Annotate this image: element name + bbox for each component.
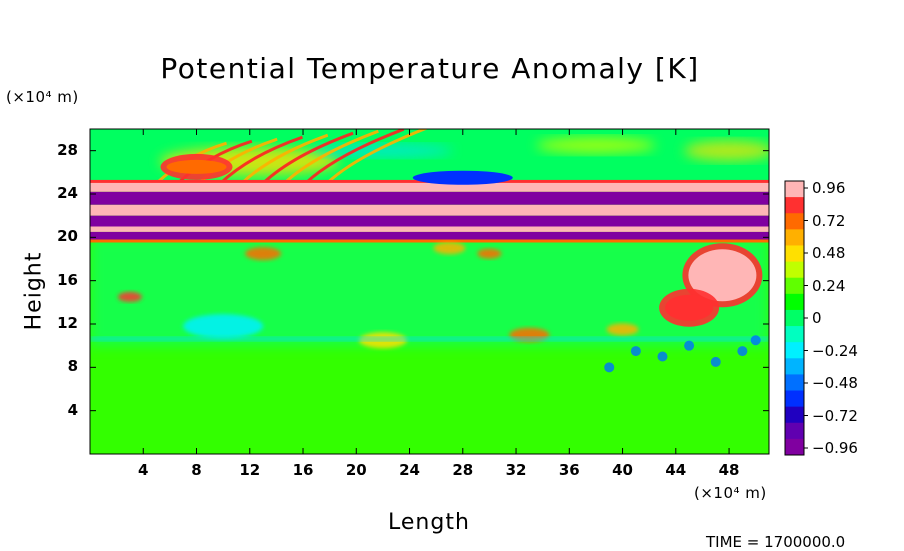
anomaly-band (90, 181, 769, 192)
cold-speckle (604, 362, 615, 373)
wave-streak (240, 133, 329, 185)
colorbar-swatch (785, 326, 804, 343)
colorbar-tick-label: 0.48 (812, 244, 846, 262)
colorbar-swatch (785, 229, 804, 246)
y-tick-label: 28 (57, 140, 78, 159)
anomaly-band (90, 215, 769, 227)
colorbar-tick-label: −0.72 (812, 406, 858, 425)
feature-core (412, 170, 513, 185)
y-tick-label: 16 (57, 270, 78, 289)
x-tick-label: 24 (399, 461, 420, 479)
x-tick-label: 4 (138, 461, 149, 479)
upper-warm-patch (535, 137, 656, 154)
wave-streak (219, 135, 303, 185)
mid-level-feature (433, 242, 466, 255)
colorbar-swatch (785, 213, 804, 230)
wave-streak (304, 129, 405, 185)
x-tick-label: 40 (612, 461, 633, 479)
chart-title: Potential Temperature Anomaly [K] (160, 52, 700, 85)
cold-speckle (710, 356, 721, 367)
y-axis-unit: (×10⁴ m) (6, 88, 79, 106)
anomaly-band (90, 204, 769, 216)
cold-speckle (750, 335, 761, 346)
colorbar-tick-label: −0.48 (812, 374, 858, 392)
x-axis-title: Length (388, 510, 470, 535)
anomaly-band (90, 191, 769, 205)
mid-level-feature (183, 314, 264, 339)
colorbar-tick-label: 0 (812, 309, 822, 327)
colorbar-swatch (785, 358, 804, 375)
y-tick-label: 4 (67, 400, 78, 419)
x-tick-label: 20 (345, 461, 367, 479)
colorbar-swatch (785, 406, 804, 424)
feature-core (166, 159, 227, 174)
colorbar-tick-label: 0.72 (812, 211, 846, 230)
colorbar-swatch (785, 390, 804, 408)
colorbar-tick-label: −0.96 (812, 439, 858, 457)
colorbar-tick-label: 0.24 (812, 276, 846, 295)
colorbar-swatch (785, 261, 804, 279)
x-tick-label: 8 (191, 461, 202, 479)
cold-speckle (657, 351, 668, 362)
mid-level-feature (245, 247, 282, 261)
colorbar-swatch (785, 181, 804, 198)
colorbar-swatch (785, 277, 804, 295)
colorbar-swatch (785, 245, 804, 263)
time-label: TIME = 1700000.0 (706, 533, 846, 551)
y-tick-label: 20 (57, 227, 78, 246)
x-tick-label: 44 (665, 461, 687, 479)
cold-speckle (737, 346, 748, 357)
x-tick-label: 48 (718, 461, 740, 479)
colorbar-swatch (785, 422, 804, 440)
colorbar-swatch (785, 342, 804, 359)
mid-level-feature (117, 291, 142, 302)
axis-tick-marks (90, 129, 769, 454)
mid-level-feature (606, 323, 639, 336)
x-tick-label: 12 (239, 461, 261, 479)
x-tick-label: 32 (505, 461, 527, 479)
feature-core (665, 294, 714, 321)
wave-streak (325, 129, 429, 185)
y-tick-label: 12 (57, 314, 78, 332)
cold-speckle (630, 346, 641, 357)
colorbar-swatch (785, 309, 804, 327)
wave-streak (262, 131, 354, 185)
colorbar-swatch (785, 374, 804, 392)
x-tick-label: 16 (292, 461, 314, 479)
colorbar-tick-label: 0.96 (812, 179, 846, 197)
mid-level-feature (477, 248, 502, 259)
cold-speckle (684, 340, 695, 351)
colorbar (784, 180, 808, 456)
colorbar-swatch (785, 438, 804, 456)
colorbar-swatch (785, 197, 804, 214)
anomaly-band (90, 226, 769, 232)
y-tick-label: 24 (57, 184, 78, 202)
plot-frame (89, 128, 770, 455)
upper-warm-patch (684, 140, 769, 161)
x-axis-unit: (×10⁴ m) (694, 484, 767, 502)
band-edge (90, 239, 769, 243)
anomaly-band (90, 231, 769, 240)
plot-area (90, 129, 769, 454)
x-tick-label: 28 (452, 461, 474, 479)
x-tick-label: 36 (558, 461, 580, 479)
colorbar-tick-label: −0.24 (812, 341, 858, 360)
colorbar-swatch (785, 293, 804, 311)
wave-streak (283, 129, 379, 185)
y-tick-label: 8 (67, 357, 78, 376)
mid-level-feature (90, 337, 769, 341)
feature-core (688, 249, 757, 302)
